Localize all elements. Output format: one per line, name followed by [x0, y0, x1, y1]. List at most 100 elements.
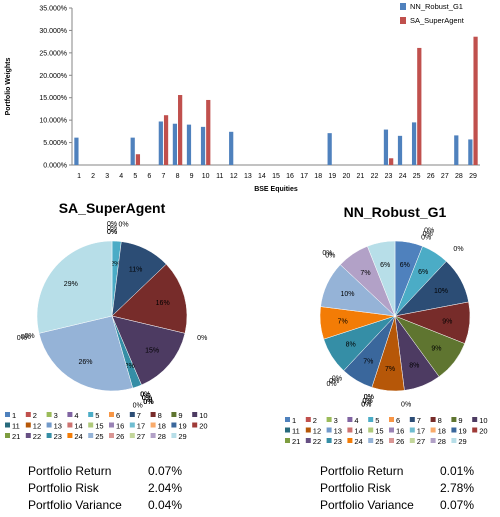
- legend-label: 15: [375, 427, 383, 436]
- legend-label: 3: [334, 416, 338, 425]
- x-tick-label: 6: [147, 173, 151, 180]
- legend-label: 2: [33, 411, 37, 420]
- pie-data-label: 0%: [424, 227, 434, 234]
- bar: [135, 154, 141, 165]
- legend-label: 12: [33, 422, 41, 431]
- legend-label: 13: [54, 422, 62, 431]
- legend-label: 24: [74, 432, 82, 441]
- stat-value: 0.01%: [440, 464, 475, 478]
- pie-data-label: 29%: [64, 281, 78, 288]
- bar: [206, 99, 211, 165]
- pie-data-label: 2%: [110, 261, 120, 268]
- legend-swatch: [171, 412, 177, 417]
- legend-label: 20: [479, 427, 487, 436]
- pie-title: NN_Robust_G1: [344, 204, 447, 220]
- stat-value: 0.07%: [440, 498, 475, 512]
- legend-swatch: [109, 412, 114, 417]
- bar: [389, 158, 394, 165]
- bar: [200, 126, 206, 165]
- stat-value: 0.07%: [148, 464, 183, 478]
- legend-label: 18: [438, 427, 446, 436]
- legend-label: 27: [137, 432, 145, 441]
- legend-label: 5: [95, 411, 99, 420]
- x-tick-label: 15: [272, 173, 280, 180]
- pie-data-label: 2%: [125, 363, 135, 370]
- pie-data-label: 0%: [140, 391, 150, 398]
- pie-data-label: 0%: [423, 231, 433, 238]
- pie-data-label: 0%: [107, 225, 117, 232]
- pie-data-label: 9%: [442, 318, 452, 325]
- pie-data-label: 0%: [361, 402, 371, 409]
- pie-data-label: 7%: [360, 270, 370, 277]
- legend-label: 4: [354, 416, 358, 425]
- bar: [327, 133, 332, 165]
- legend-label: 14: [354, 427, 362, 436]
- pie-data-label: 0%: [140, 391, 150, 398]
- legend-swatch: [400, 17, 406, 24]
- x-tick-label: 28: [455, 173, 463, 180]
- legend-label: 16: [116, 422, 124, 431]
- legend-label: 4: [74, 411, 78, 420]
- pie-slice: [111, 263, 188, 334]
- legend-swatch: [305, 438, 311, 443]
- legend-swatch: [472, 417, 478, 422]
- x-tick-label: 5: [133, 173, 137, 180]
- legend-label: 21: [12, 432, 20, 441]
- pie-data-label: 0%: [421, 235, 431, 242]
- legend-swatch: [430, 438, 436, 443]
- legend-label: 22: [33, 432, 41, 441]
- pie-data-label: 0%: [326, 381, 336, 388]
- stats-right-panel: Portfolio Return 0.01% Portfolio Risk 2.78…: [320, 463, 474, 514]
- x-axis-label: BSE Equities: [254, 186, 298, 193]
- legend-label: 19: [178, 422, 186, 431]
- legend-label: 5: [375, 416, 379, 425]
- x-tick-label: 11: [216, 173, 223, 180]
- legend-label: 20: [199, 422, 207, 431]
- pie-data-label: 8%: [346, 342, 356, 349]
- legend-label: 28: [438, 437, 446, 446]
- pie-data-label: 7%: [338, 318, 348, 325]
- legend-label: 13: [334, 427, 342, 436]
- legend-swatch: [451, 417, 457, 422]
- pie-data-label: 0%: [453, 246, 463, 253]
- legend-swatch: [389, 438, 394, 443]
- x-tick-label: 1: [77, 173, 81, 180]
- legend-label: 10: [199, 411, 207, 420]
- y-tick-label: 5.000%: [43, 140, 67, 147]
- stat-label: Portfolio Risk: [28, 481, 99, 495]
- pie-data-label: 0%: [363, 398, 373, 405]
- pie-data-label: 0%: [133, 403, 143, 410]
- pie-data-label: 0%: [140, 391, 150, 398]
- pie-data-label: 0%: [21, 334, 31, 341]
- bar: [417, 47, 422, 166]
- x-tick-label: 10: [202, 173, 210, 180]
- legend-label: 8: [158, 411, 162, 420]
- pie-data-label: 0%: [143, 399, 153, 406]
- legend-swatch: [389, 427, 394, 433]
- y-tick-label: 30.000%: [39, 28, 67, 35]
- pie-data-label: 0%: [361, 402, 371, 409]
- legend-swatch: [67, 412, 73, 417]
- legend-swatch: [150, 412, 156, 417]
- x-tick-label: 27: [441, 173, 449, 180]
- legend-swatch: [67, 422, 73, 428]
- pie-data-label: 0%: [24, 333, 34, 340]
- pie-slice: [38, 315, 134, 392]
- legend-label: 24: [354, 437, 362, 446]
- legend-label: NN_Robust_G1: [410, 2, 463, 11]
- pie-data-label: 6%: [380, 262, 390, 269]
- y-tick-label: 0.000%: [43, 163, 67, 170]
- stats-row: Portfolio Risk 2.04%: [28, 480, 182, 497]
- legend-label: 28: [158, 432, 166, 441]
- legend-swatch: [430, 427, 436, 433]
- legend-swatch: [285, 417, 290, 422]
- legend-swatch: [451, 427, 457, 433]
- legend-swatch: [129, 422, 135, 428]
- legend-label: 17: [417, 427, 425, 436]
- x-tick-label: 14: [258, 173, 266, 180]
- legend-label: 23: [334, 437, 342, 446]
- legend-label: 21: [292, 437, 300, 446]
- bar: [172, 123, 178, 165]
- legend-swatch: [25, 433, 31, 438]
- legend-label: 1: [12, 411, 16, 420]
